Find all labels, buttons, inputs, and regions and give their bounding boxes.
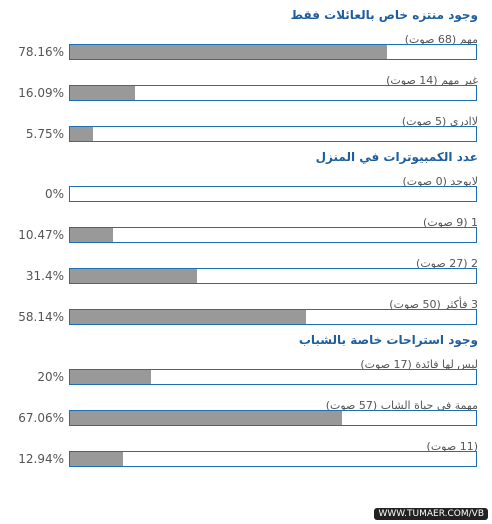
percent-label: 12.94% (18, 452, 64, 466)
percent-label: 67.06% (18, 411, 64, 425)
percent-label: 0% (44, 187, 64, 201)
bar-track (69, 309, 477, 325)
option-label: ليس لها فائدة (17 صوت) (360, 358, 478, 371)
option-name: 3 فأكثر (444, 298, 478, 311)
bar (70, 269, 198, 283)
option-name: مهم (459, 33, 478, 46)
bar (70, 45, 388, 59)
option-label: غير مهم (14 صوت) (386, 74, 478, 87)
percent-label: 31.4% (25, 269, 64, 283)
vote-count: (0 صوت) (402, 175, 447, 188)
option-label: مهم (68 صوت) (405, 33, 478, 46)
bar-track (69, 268, 477, 284)
vote-count: (50 صوت) (389, 298, 441, 311)
bar-track (69, 227, 477, 243)
percent-label: 78.16% (18, 45, 64, 59)
bar (70, 370, 152, 384)
bar-track (69, 451, 477, 467)
bar-track (69, 126, 477, 142)
percent-label: 5.75% (25, 127, 64, 141)
poll-title: عدد الكمبيوترات في المنزل (315, 150, 478, 164)
percent-label: 16.09% (18, 86, 64, 100)
percent-label: 58.14% (18, 310, 64, 324)
poll-title: وجود منتزه خاص بالعائلات فقط (290, 8, 478, 22)
bar (70, 86, 136, 100)
vote-count: (5 صوت) (401, 115, 447, 128)
watermark: WWW.TUMAER.COM/VB (374, 508, 488, 520)
option-label: 3 فأكثر (50 صوت) (389, 298, 478, 311)
bar (70, 310, 307, 324)
vote-count: (11 صوت) (426, 440, 478, 453)
vote-count: (9 صوت) (423, 216, 468, 229)
option-label: 1 (9 صوت) (423, 216, 478, 229)
option-name: 2 (471, 257, 478, 270)
bar-track (69, 186, 477, 202)
bar (70, 127, 94, 141)
bar-track (69, 410, 477, 426)
option-label: لاادري (5 صوت) (402, 115, 478, 128)
percent-label: 10.47% (18, 228, 64, 242)
option-name: 1 (471, 216, 478, 229)
bar (70, 228, 113, 242)
bar-track (69, 369, 477, 385)
option-label: مهمة في حياة الشاب (57 صوت) (326, 399, 478, 412)
option-name: ليس لها فائدة (415, 358, 478, 371)
option-label: (11 صوت) (427, 440, 478, 453)
bar (70, 411, 343, 425)
option-name: غير مهم (441, 74, 478, 87)
bar-track (69, 85, 477, 101)
poll-title: وجود استراحات خاصة بالشباب (298, 333, 478, 347)
bar-track (69, 44, 477, 60)
bar (70, 452, 123, 466)
option-name: مهمة في حياة الشاب (380, 399, 478, 412)
option-label: 2 (27 صوت) (416, 257, 478, 270)
percent-label: 20% (37, 370, 64, 384)
option-name: لايوجد (450, 175, 478, 188)
vote-count: (57 صوت) (325, 399, 378, 412)
vote-count: (68 صوت) (404, 33, 457, 46)
option-name: لاادري (449, 115, 478, 128)
option-label: لايوجد (0 صوت) (402, 175, 478, 188)
vote-count: (14 صوت) (386, 74, 438, 87)
vote-count: (27 صوت) (416, 257, 468, 270)
vote-count: (17 صوت) (360, 358, 412, 371)
